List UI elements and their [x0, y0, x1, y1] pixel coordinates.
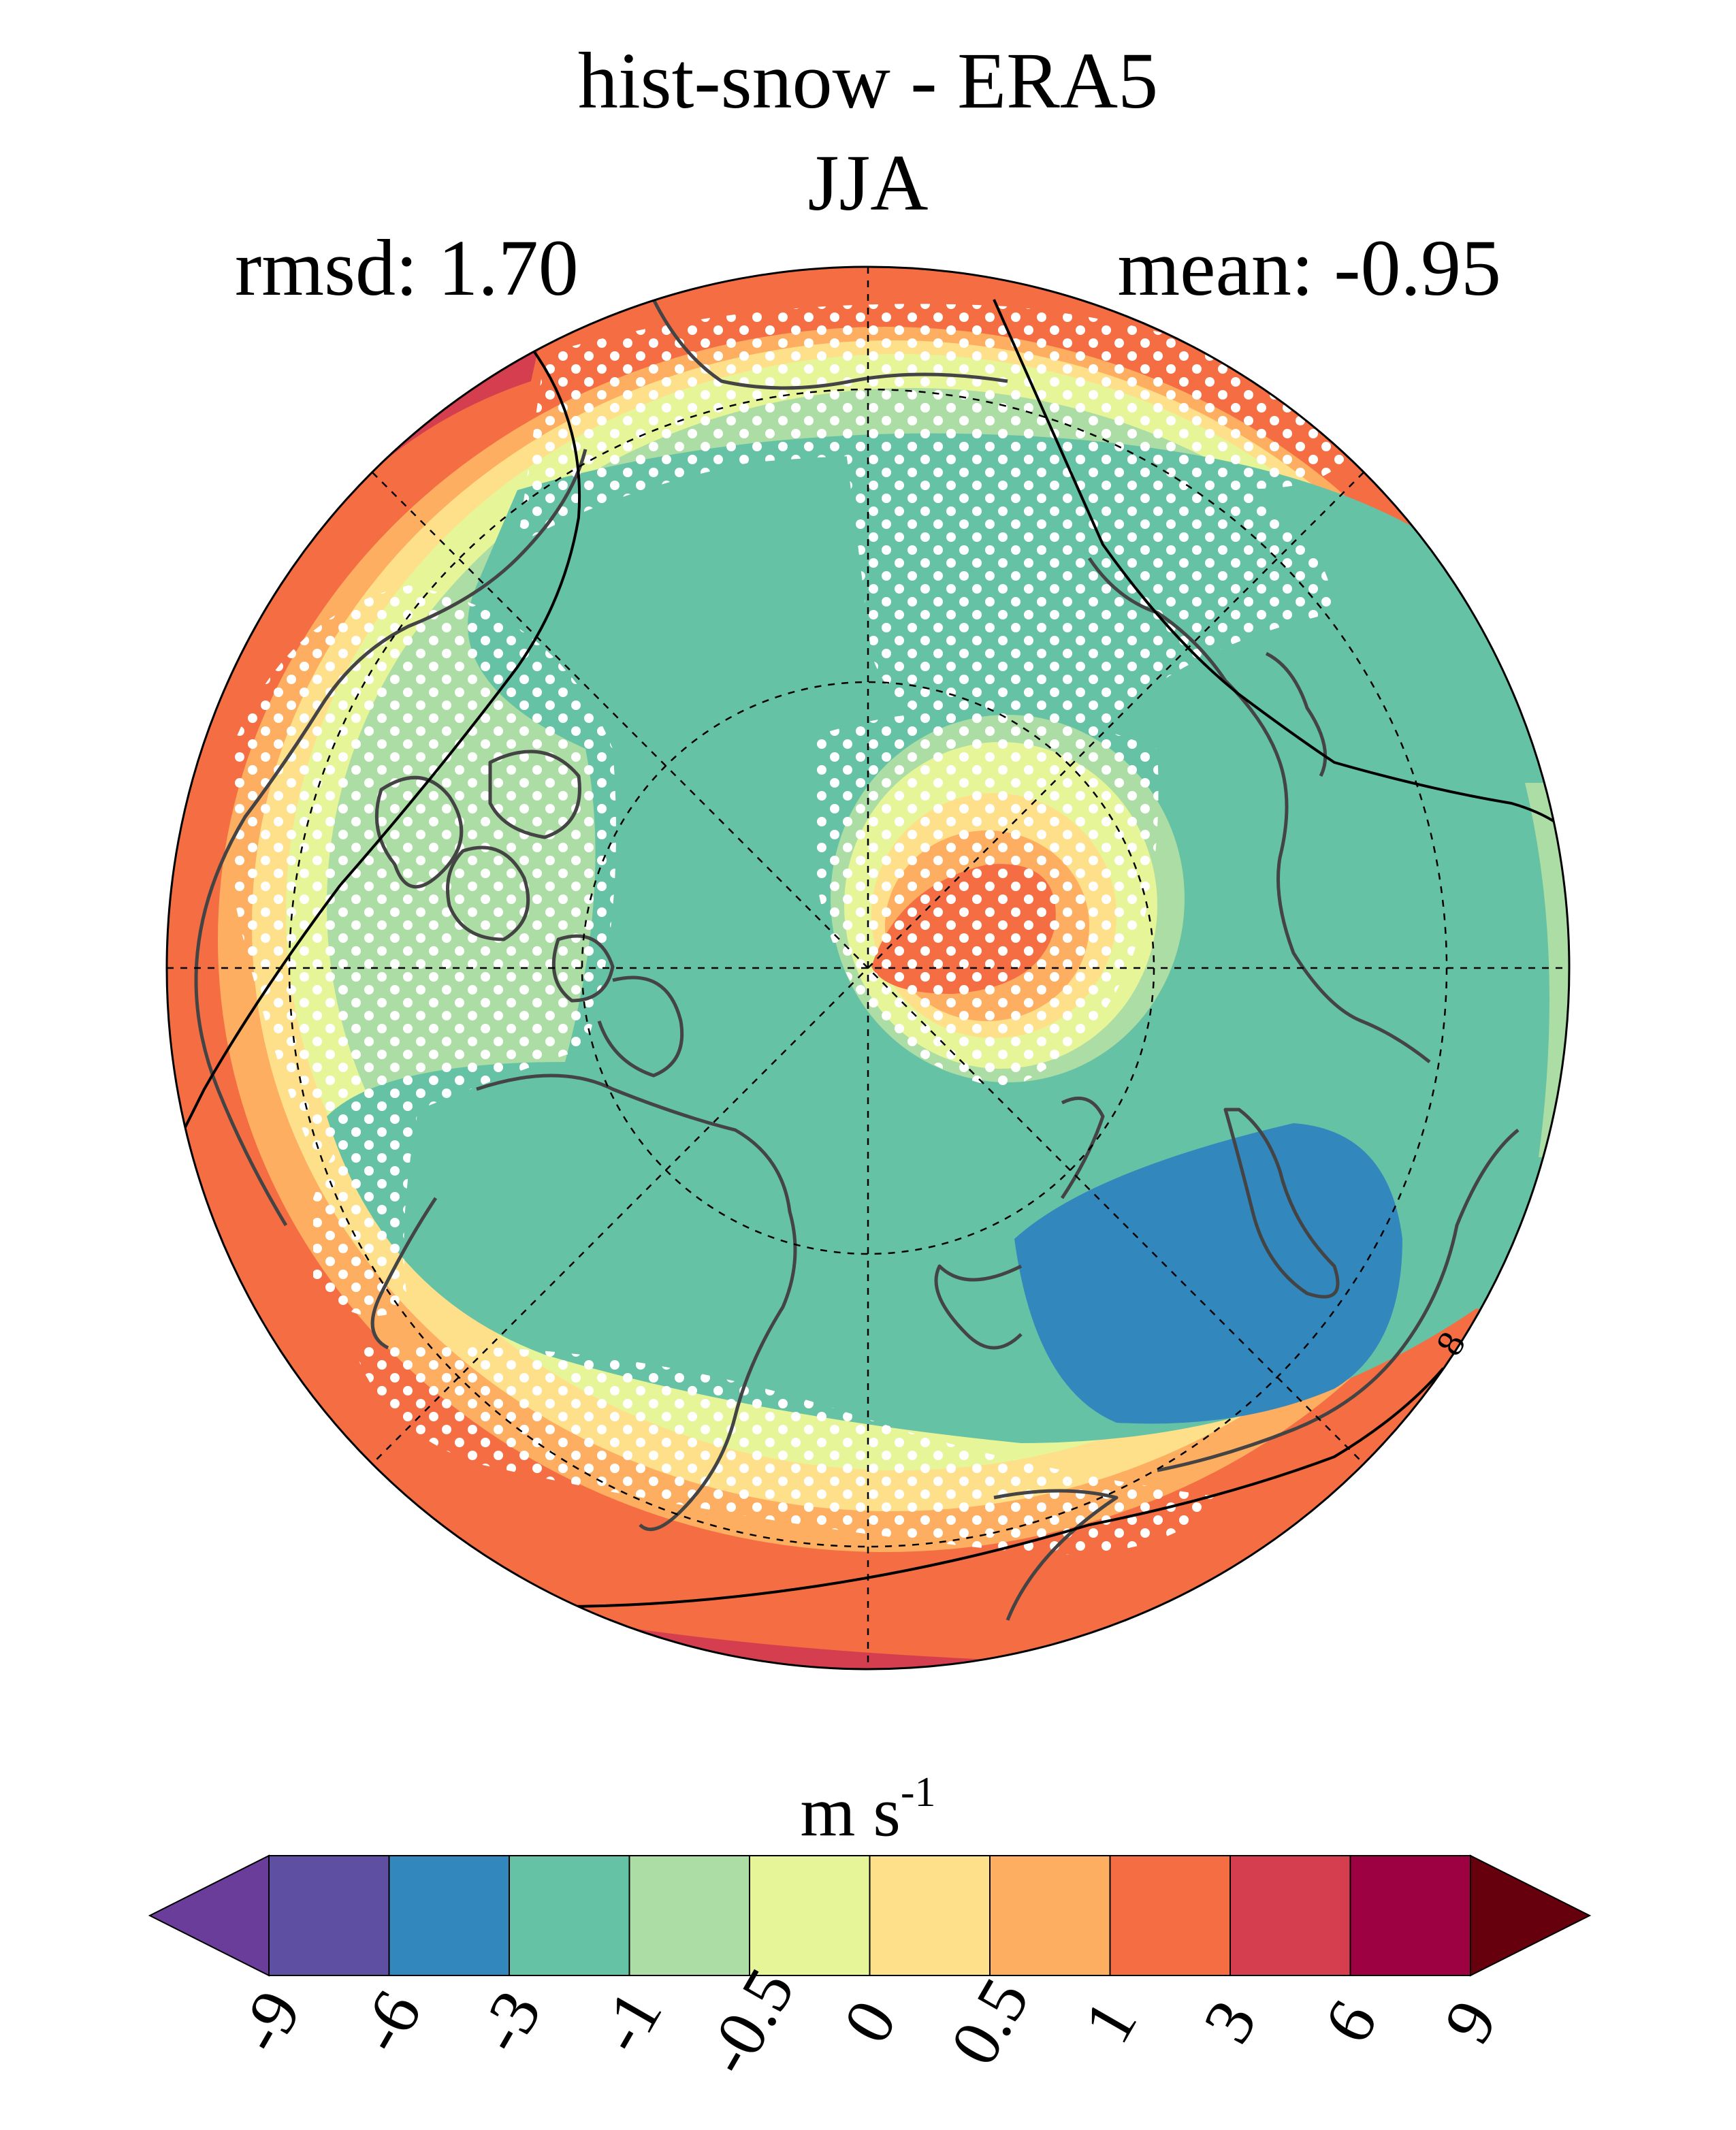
season-label: JJA [807, 138, 929, 227]
colorbar-box [268, 1855, 390, 1976]
colorbar-box [1109, 1855, 1231, 1976]
colorbar-tick-label: -1 [582, 1978, 676, 2065]
colorbar-tick-label: 3 [1189, 1988, 1272, 2056]
coast-scandinavia [1157, 1129, 1520, 1472]
coast-northamerica [194, 449, 588, 1227]
coast-novaya-zemlya [1223, 1108, 1340, 1299]
coast-hudson [597, 975, 684, 1078]
colorbar-tick-label: 9 [1429, 1988, 1512, 2056]
stipple-south [354, 1346, 1225, 1555]
colorbar-box [628, 1855, 750, 1976]
coast-iceland-area [934, 1264, 1023, 1350]
island-2 [446, 845, 530, 941]
field-green-east [1328, 540, 1569, 1310]
coast-europe [993, 1489, 1119, 1621]
colorbar-tick-label: -9 [221, 1978, 316, 2065]
colorbar-box [1349, 1855, 1471, 1976]
coast-greenland [476, 1074, 797, 1532]
mean-label: mean: -0.95 [1117, 223, 1501, 312]
colorbar-boxes [148, 1854, 1592, 1977]
coast-labrador [370, 1197, 438, 1350]
colorbar-units: m s-1 [0, 1771, 1736, 1848]
polar-stereographic-map: 8 [165, 265, 1571, 1671]
field-3-to-6-s [477, 1600, 1021, 1669]
coast-chukotka [1265, 651, 1328, 777]
colorbar-tick-label: -3 [462, 1978, 556, 2065]
field-light-green-east [1525, 783, 1569, 1157]
coast-north [652, 298, 1008, 390]
colorbar-tick-label: -6 [342, 1978, 436, 2065]
island-3 [488, 749, 581, 839]
colorbar-over-arrow [1470, 1854, 1592, 1977]
colorbar-box [388, 1855, 510, 1976]
colorbar-box [749, 1855, 871, 1976]
coast-siberia [1087, 557, 1431, 1063]
island-1 [374, 775, 464, 889]
stipple-bullseye [817, 711, 1159, 1089]
map-title: hist-snow - ERA5 [577, 36, 1159, 125]
wind-contours [167, 299, 1569, 1608]
contour-south [558, 1367, 1445, 1608]
island-4 [551, 934, 615, 1003]
map-boundary [165, 265, 1571, 1671]
coastlines [194, 298, 1520, 1621]
contour-west [167, 346, 581, 1172]
stipple-north-central [844, 399, 1334, 749]
stipple-west [231, 585, 616, 1157]
colorbar-tick-label: 1 [1068, 1988, 1151, 2056]
colorbar-tick-label: 6 [1308, 1988, 1392, 2056]
units-exponent: -1 [900, 1769, 936, 1816]
colorbar-box [509, 1855, 630, 1976]
colorbar-box [1229, 1855, 1351, 1976]
graticule-meridian-diag2 [372, 472, 1364, 1464]
colorbar-under-arrow [148, 1854, 270, 1977]
units-base: m s [800, 1773, 901, 1852]
field-minus-3-to-minus-6 [1014, 1123, 1402, 1424]
colorbar-box [869, 1855, 991, 1976]
colorbar-tick-label: -0.5 [689, 1956, 809, 2088]
rmsd-label: rmsd: 1.70 [235, 223, 579, 312]
stipple-southwest [313, 1089, 422, 1317]
colorbar-tick-label: 0.5 [935, 1965, 1044, 2078]
colorbar-box [989, 1855, 1111, 1976]
colorbar-tick-label: 0 [828, 1988, 911, 2056]
contour-east [993, 299, 1569, 845]
